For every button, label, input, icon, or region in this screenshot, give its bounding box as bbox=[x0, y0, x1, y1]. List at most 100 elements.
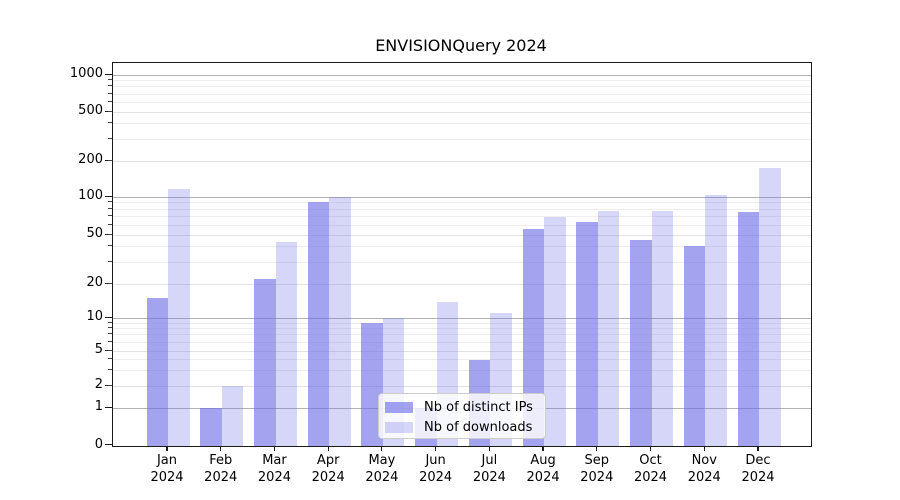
bar-downloads-mar bbox=[275, 241, 297, 446]
x-tick-label-nov: Nov 2024 bbox=[669, 452, 739, 486]
bar-distinct-ips-nov bbox=[683, 245, 706, 446]
mid-gridline bbox=[113, 234, 811, 236]
x-tick-label-aug: Aug 2024 bbox=[508, 452, 578, 486]
y-tick-mark-0 bbox=[105, 444, 112, 446]
y-minor-tick-400 bbox=[108, 122, 112, 124]
x-tick-mark-feb bbox=[220, 446, 222, 451]
minor-gridline bbox=[113, 322, 811, 324]
x-tick-mark-aug bbox=[542, 446, 544, 451]
x-tick-mark-apr bbox=[327, 446, 329, 451]
x-tick-text: Nov bbox=[691, 453, 717, 468]
x-tick-text: May bbox=[368, 453, 396, 468]
plot-area bbox=[112, 62, 812, 447]
y-tick-label-1000: 1000 bbox=[69, 66, 103, 81]
y-minor-tick-3 bbox=[108, 369, 112, 371]
legend-label-downloads: Nb of downloads bbox=[424, 419, 533, 435]
x-tick-text: Mar bbox=[262, 453, 287, 468]
y-minor-tick-70 bbox=[108, 215, 112, 217]
legend-label-distinct-ips: Nb of distinct IPs bbox=[424, 399, 533, 415]
y-tick-label-5: 5 bbox=[94, 342, 103, 357]
y-minor-tick-200 bbox=[108, 159, 112, 161]
x-tick-label-may: May 2024 bbox=[347, 452, 417, 486]
bar-downloads-nov bbox=[705, 194, 727, 446]
mid-gridline bbox=[113, 385, 811, 387]
y-tick-label-50: 50 bbox=[86, 226, 103, 241]
x-tick-label-apr: Apr 2024 bbox=[293, 452, 363, 486]
minor-gridline bbox=[113, 202, 811, 204]
x-tick-text: Apr bbox=[316, 453, 340, 468]
legend-row-distinct-ips: Nb of distinct IPs bbox=[379, 397, 545, 417]
minor-gridline bbox=[113, 334, 811, 336]
x-tick-mark-oct bbox=[649, 446, 652, 451]
y-minor-tick-2 bbox=[108, 384, 112, 386]
x-tick-mark-jan bbox=[166, 446, 168, 451]
bar-distinct-ips-jan bbox=[146, 298, 168, 446]
legend-row-downloads: Nb of downloads bbox=[379, 417, 545, 437]
x-tick-text: Feb bbox=[209, 453, 233, 468]
y-minor-tick-80 bbox=[108, 207, 112, 209]
x-tick-text: Aug bbox=[530, 453, 556, 468]
bar-downloads-oct bbox=[651, 210, 673, 446]
bar-distinct-ips-sep bbox=[576, 222, 598, 446]
x-tick-mark-dec bbox=[757, 446, 759, 451]
bar-distinct-ips-apr bbox=[307, 202, 330, 446]
bar-downloads-sep bbox=[597, 210, 620, 446]
bar-distinct-ips-may bbox=[361, 323, 383, 446]
x-tick-text: 2024 bbox=[150, 470, 184, 485]
x-tick-text: Jul bbox=[481, 453, 498, 468]
x-tick-text: 2024 bbox=[311, 470, 345, 485]
minor-gridline bbox=[113, 370, 811, 372]
minor-gridline bbox=[113, 359, 811, 361]
mid-gridline bbox=[113, 111, 811, 113]
bar-downloads-apr bbox=[329, 197, 351, 446]
x-tick-text: 2024 bbox=[204, 470, 238, 485]
x-tick-text: Oct bbox=[639, 453, 662, 468]
minor-gridline bbox=[113, 216, 811, 218]
mid-gridline bbox=[113, 350, 811, 352]
x-tick-label-feb: Feb 2024 bbox=[186, 452, 256, 486]
x-tick-text: 2024 bbox=[472, 470, 506, 485]
y-minor-tick-500 bbox=[108, 110, 112, 112]
y-tick-label-2: 2 bbox=[94, 377, 103, 393]
x-tick-text: 2024 bbox=[365, 470, 399, 485]
x-tick-text: Jan bbox=[156, 453, 178, 468]
y-minor-tick-60 bbox=[108, 223, 112, 225]
y-tick-label-500: 500 bbox=[78, 103, 103, 118]
y-tick-mark-1000 bbox=[105, 73, 112, 75]
x-tick-mark-sep bbox=[596, 446, 598, 451]
minor-gridline bbox=[113, 246, 811, 248]
minor-gridline bbox=[113, 123, 811, 125]
x-tick-text: Sep bbox=[584, 453, 610, 468]
legend-swatch-downloads bbox=[385, 421, 413, 433]
x-tick-text: 2024 bbox=[687, 470, 721, 485]
y-minor-tick-5 bbox=[108, 349, 112, 351]
minor-gridline bbox=[113, 261, 811, 263]
x-tick-mark-nov bbox=[703, 446, 705, 451]
minor-gridline bbox=[113, 86, 811, 88]
bar-distinct-ips-oct bbox=[630, 239, 652, 446]
x-tick-label-jun: Jun 2024 bbox=[401, 452, 471, 486]
x-tick-text: 2024 bbox=[580, 470, 614, 485]
minor-gridline bbox=[113, 328, 811, 330]
x-tick-mark-may bbox=[381, 446, 383, 451]
x-tick-mark-jun bbox=[435, 446, 437, 451]
x-tick-text: 2024 bbox=[419, 470, 453, 485]
bar-distinct-ips-mar bbox=[254, 278, 276, 446]
minor-gridline bbox=[113, 80, 811, 82]
y-minor-tick-50 bbox=[108, 233, 112, 235]
minor-gridline bbox=[113, 138, 811, 140]
x-tick-mark-jul bbox=[488, 446, 490, 451]
y-tick-label-100: 100 bbox=[78, 188, 103, 203]
y-tick-label-10: 10 bbox=[86, 309, 103, 324]
y-minor-tick-6 bbox=[108, 340, 112, 342]
x-tick-text: 2024 bbox=[526, 470, 560, 485]
legend-swatch-distinct-ips bbox=[385, 401, 413, 413]
x-tick-label-oct: Oct 2024 bbox=[616, 452, 686, 486]
y-tick-mark-100 bbox=[105, 195, 112, 197]
bar-downloads-jan bbox=[168, 188, 190, 446]
y-minor-tick-30 bbox=[108, 260, 112, 262]
mid-gridline bbox=[113, 283, 811, 285]
y-minor-tick-7 bbox=[108, 333, 112, 335]
minor-gridline bbox=[113, 208, 811, 210]
